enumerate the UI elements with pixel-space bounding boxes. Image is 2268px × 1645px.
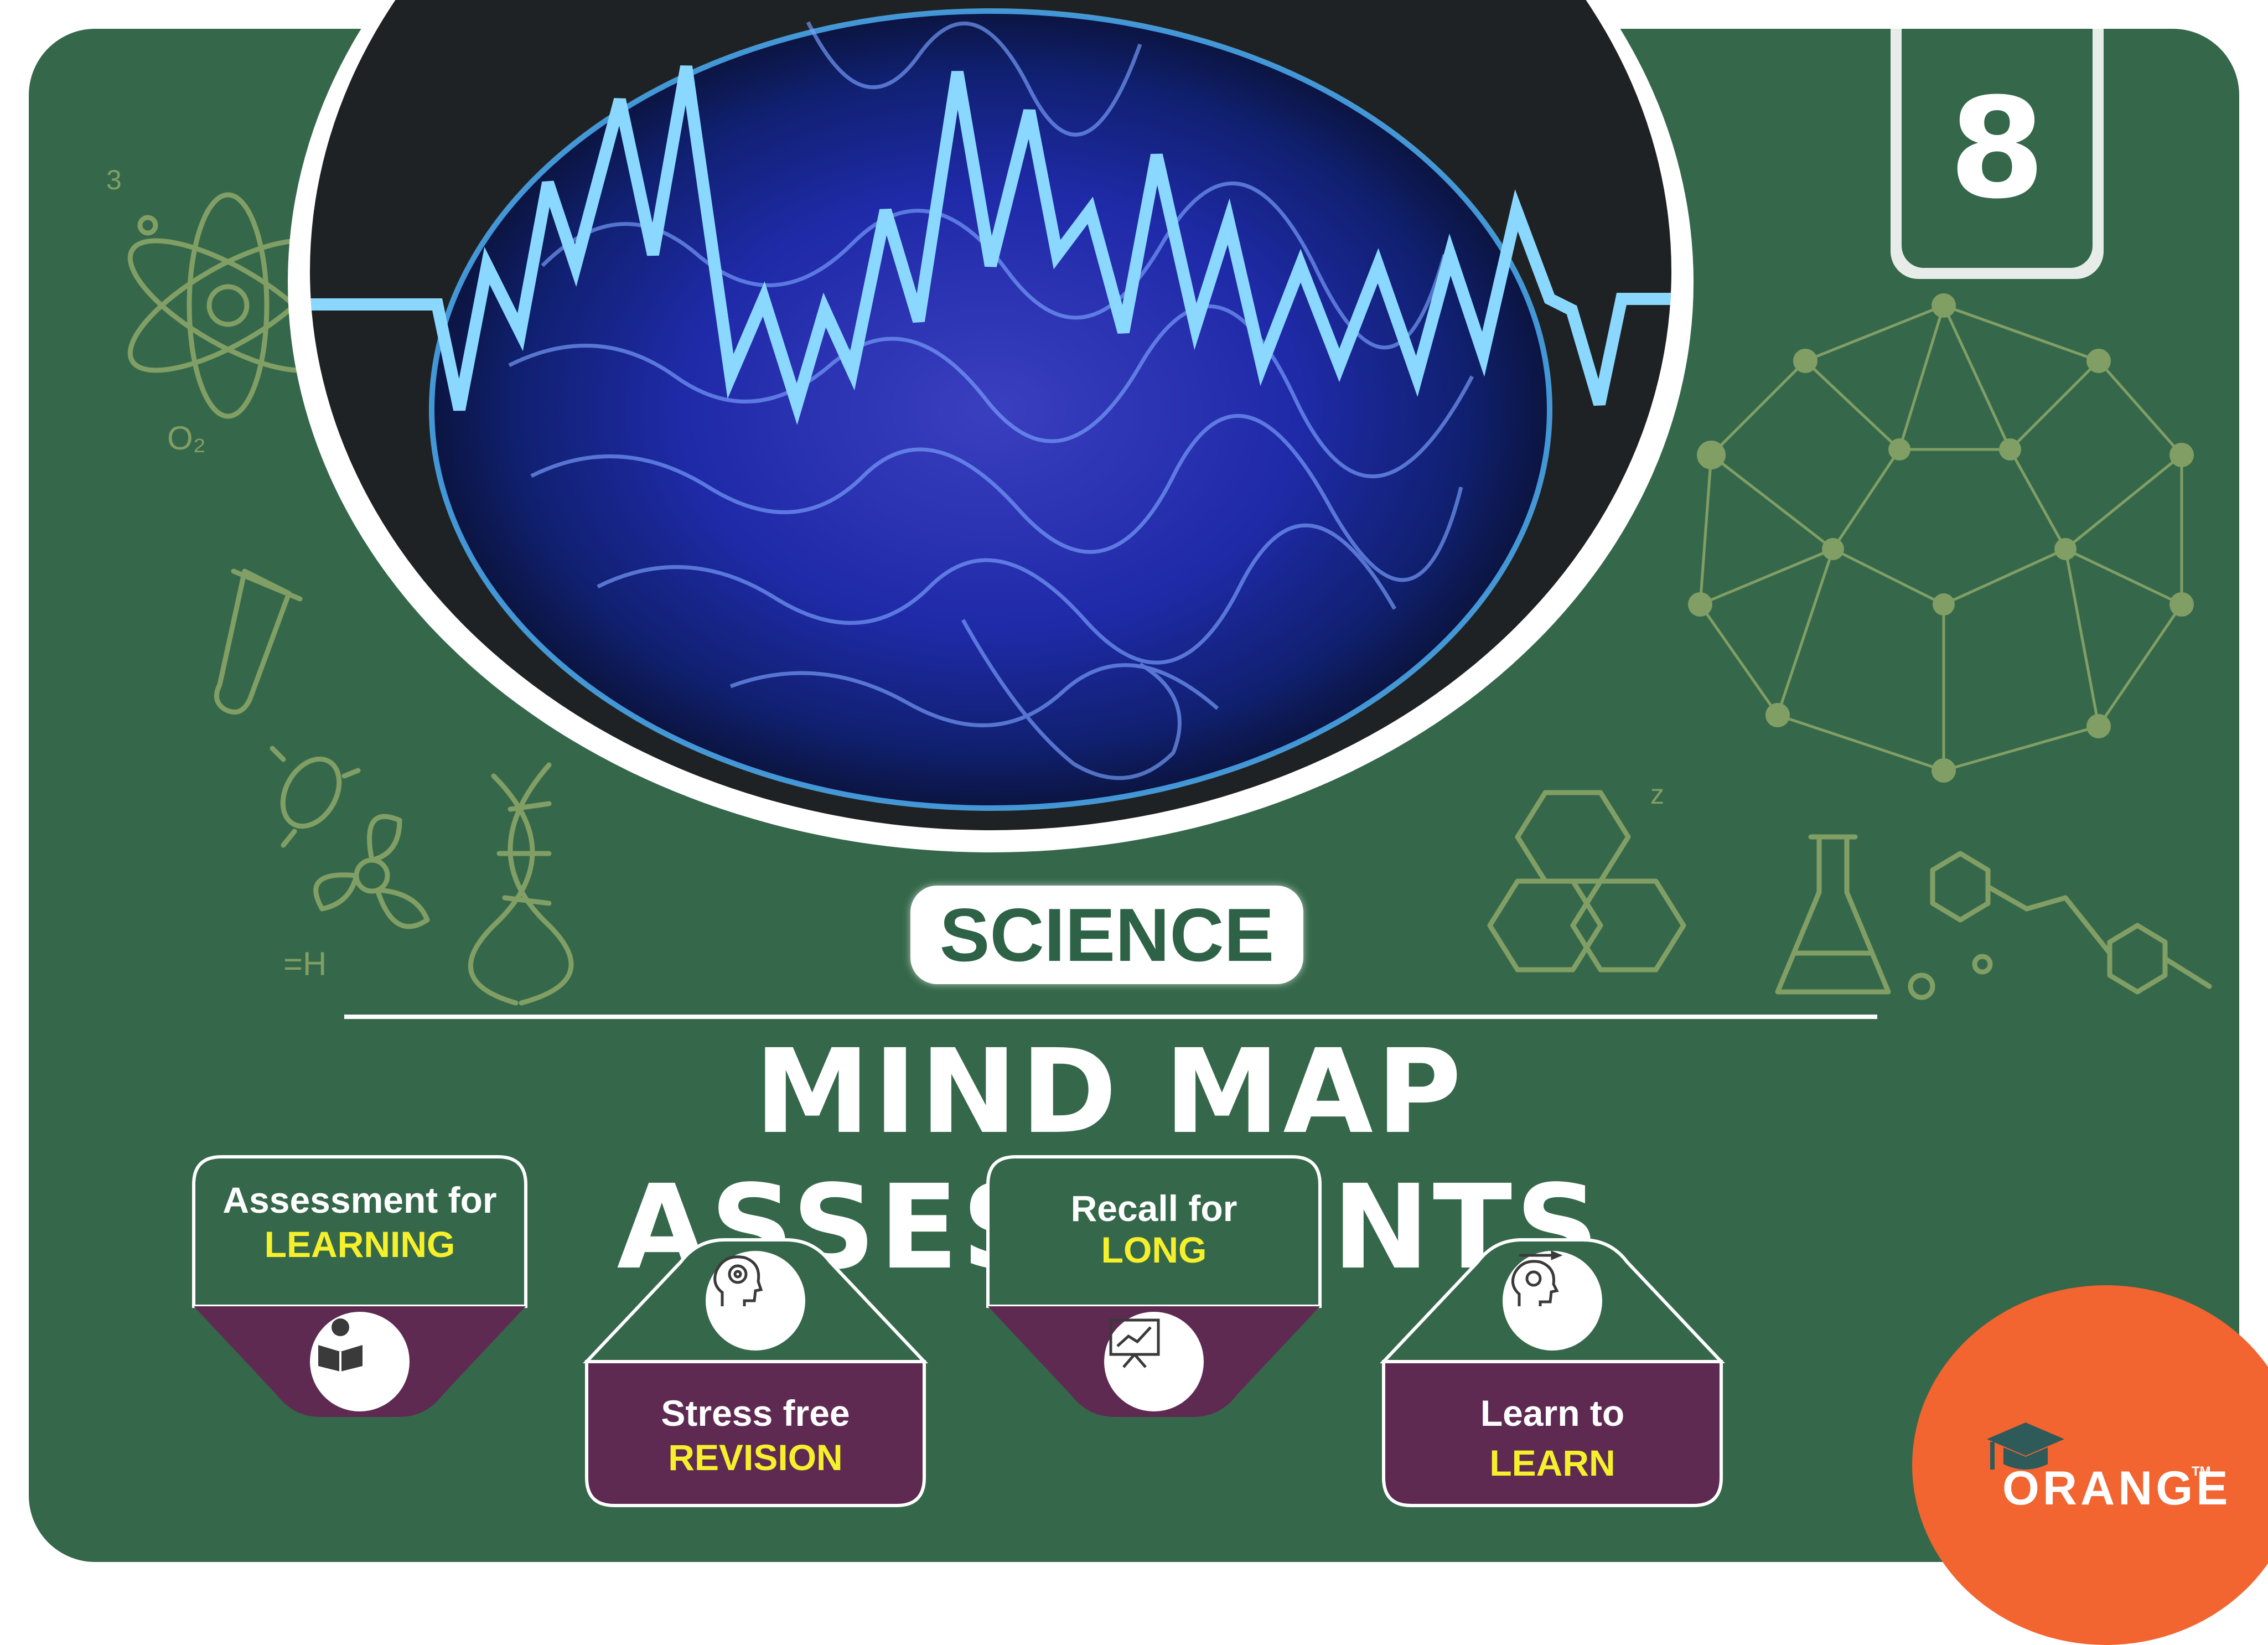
svg-text:O₂: O₂ [167, 420, 206, 457]
graduation-cap-icon [1987, 1422, 2064, 1470]
card-stress-free-revision: Stress free REVISION [581, 1234, 930, 1511]
subject-pill: SCIENCE [910, 886, 1303, 984]
test-tube-doodle-icon [214, 568, 303, 715]
brain-icon [429, 8, 1552, 811]
grade-number: 8 [1949, 68, 2046, 229]
hero-image-frame [288, 0, 1694, 852]
svg-text:3: 3 [106, 164, 122, 195]
molecule-chain-doodle-icon [1908, 851, 2212, 1000]
card-recall-for-long: Recall for LONG [982, 1151, 1325, 1428]
card-line2: LEARNING [264, 1224, 455, 1265]
mind-gear-icon [1503, 1251, 1602, 1351]
grade-tab: 8 [1891, 29, 2104, 279]
card-line2: LONG [1101, 1229, 1207, 1270]
atom-doodle-icon: 3 O₂ [106, 164, 329, 457]
biology-doodle-icon: =H [270, 746, 574, 1006]
card-line1: Assessment for [222, 1180, 497, 1220]
card-line2: LEARN [1489, 1442, 1615, 1483]
flask-doodle-icon [1775, 834, 1891, 995]
svg-text:z: z [1650, 779, 1664, 810]
brand-logo-text: ORANGE [2002, 1462, 2231, 1515]
network-sphere-doodle-icon [1688, 293, 2194, 783]
reading-person-icon [310, 1312, 410, 1411]
brain-head-icon [706, 1251, 805, 1351]
trademark-mark: TM [2192, 1464, 2211, 1479]
card-assessment-for-learning: Assessment for LEARNING [188, 1151, 531, 1428]
card-line1: Learn to [1480, 1393, 1625, 1434]
title-divider [344, 1015, 1877, 1019]
presentation-chart-icon [1104, 1312, 1204, 1411]
svg-text:=H: =H [283, 945, 327, 982]
grade-badge: 8 [1902, 29, 2093, 268]
card-learn-to-learn: Learn to LEARN [1378, 1234, 1727, 1511]
brain-wave-line [310, 65, 1671, 425]
brand-corner [1912, 1285, 2268, 1645]
subject-label: SCIENCE [939, 893, 1275, 977]
card-line1: Stress free [661, 1393, 850, 1434]
card-line2: REVISION [668, 1437, 843, 1478]
card-line1: Recall for [1070, 1188, 1237, 1229]
benzene-doodle-icon: z [1487, 779, 1686, 972]
